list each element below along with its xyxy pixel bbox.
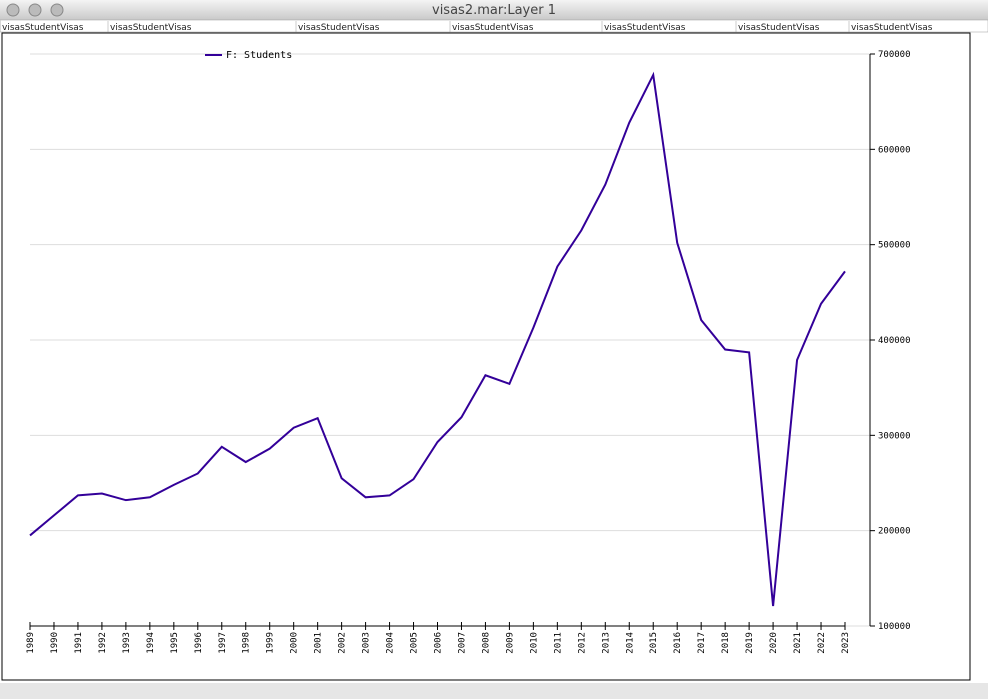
x-tick-label: 2006: [434, 632, 444, 654]
x-tick-label: 2002: [338, 632, 348, 654]
x-tick-label: 1992: [98, 632, 108, 654]
x-tick-label: 2014: [625, 632, 635, 654]
zoom-button[interactable]: [50, 3, 64, 17]
tab-label: visasStudentVisas: [738, 23, 820, 33]
data-line: [29, 71, 846, 607]
x-tick-label: 2013: [601, 632, 611, 654]
tab-label: visasStudentVisas: [298, 23, 380, 33]
minimize-button[interactable]: [28, 3, 42, 17]
x-tick-label: 2003: [362, 632, 372, 654]
x-tick-label: 2022: [817, 632, 827, 654]
x-tick-label: 2018: [721, 632, 731, 654]
x-tick-label: 1993: [122, 632, 132, 654]
window-title: visas2.mar:Layer 1: [432, 3, 556, 18]
x-tick-label: 2011: [553, 632, 563, 654]
title-bar: [0, 0, 988, 20]
close-button[interactable]: [6, 3, 20, 17]
y-tick-label: 500000: [878, 241, 911, 251]
x-tick-label: 1995: [170, 632, 180, 654]
tab-label: visasStudentVisas: [452, 23, 534, 33]
y-tick-label: 400000: [878, 336, 911, 346]
x-tick-label: 2023: [841, 632, 851, 654]
x-tick-label: 2021: [793, 632, 803, 654]
x-tick-label: 2010: [529, 632, 539, 654]
x-tick-label: 1991: [74, 632, 84, 654]
x-tick-label: 2020: [769, 632, 779, 654]
x-tick-label: 2000: [290, 632, 300, 654]
x-tick-label: 2008: [481, 632, 491, 654]
plot-frame: [1, 32, 971, 681]
tab-label: visasStudentVisas: [110, 23, 192, 33]
x-tick-label: 2012: [577, 632, 587, 654]
y-tick-label: 600000: [878, 145, 911, 155]
x-tick-label: 2017: [697, 632, 707, 654]
x-tick-label: 2015: [649, 632, 659, 654]
x-tick-label: 1990: [50, 632, 60, 654]
x-tick-label: 1997: [218, 632, 228, 654]
x-tick-label: 1989: [26, 632, 36, 654]
x-tick-label: 2004: [386, 632, 396, 654]
x-tick-label: 2001: [314, 632, 324, 654]
legend-label: F: Students: [226, 50, 292, 61]
tab-label: visasStudentVisas: [604, 23, 686, 33]
x-tick-label: 1998: [242, 632, 252, 654]
x-tick-label: 2005: [410, 632, 420, 654]
x-tick-label: 2016: [673, 632, 683, 654]
x-tick-label: 1999: [266, 632, 276, 654]
tab-row: [0, 19, 988, 33]
x-tick-label: 1994: [146, 632, 156, 654]
x-tick-label: 2019: [745, 632, 755, 654]
tab-label: visasStudentVisas: [851, 23, 933, 33]
y-tick-label: 300000: [878, 431, 911, 441]
scrollbar[interactable]: [0, 683, 988, 699]
y-tick-label: 700000: [878, 50, 911, 60]
y-tick-label: 100000: [878, 622, 911, 632]
x-tick-label: 2007: [457, 632, 467, 654]
x-tick-label: 2009: [505, 632, 515, 654]
y-tick-label: 200000: [878, 527, 911, 537]
tab-label: visasStudentVisas: [2, 23, 84, 33]
x-tick-label: 1996: [194, 632, 204, 654]
